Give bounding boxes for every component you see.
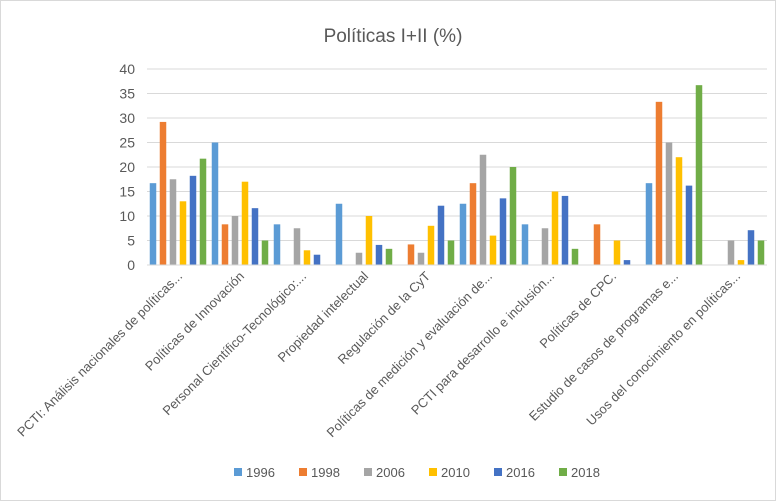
bar-1998-2 [221,224,229,265]
bar-2018-7 [571,248,579,265]
legend-swatch-2018 [559,468,567,476]
bar-2010-10 [737,260,745,265]
bar-2016-1 [189,175,197,265]
legend-swatch-1998 [299,468,307,476]
bars [149,85,765,265]
legend-swatch-2006 [364,468,372,476]
bar-2006-3 [293,228,301,265]
y-tick-label-10: 10 [119,208,135,224]
bar-1996-1 [149,183,157,265]
y-tick-label-40: 40 [119,61,135,77]
bar-1998-6 [469,183,477,265]
y-tick-label-35: 35 [119,86,135,102]
legend-swatch-2010 [429,468,437,476]
bar-2006-6 [479,154,487,265]
bar-1998-1 [159,121,167,265]
bar-1998-8 [593,224,601,265]
bar-2010-6 [489,235,497,265]
bar-1996-2 [211,142,219,265]
bar-2018-9 [695,85,703,265]
bar-1998-9 [655,101,663,265]
bar-2018-10 [757,240,765,265]
bar-1996-3 [273,224,281,265]
y-tick-label-25: 25 [119,135,135,151]
bar-2006-1 [169,179,177,265]
legend-label-2006: 2006 [376,465,405,480]
y-tick-label-0: 0 [127,257,135,273]
x-axis-labels: PCTI: Análisis nacionales de políticas..… [14,268,743,440]
chart-title: Políticas I+II (%) [324,26,463,47]
legend-label-2016: 2016 [506,465,535,480]
y-tick-label-20: 20 [119,159,135,175]
legend-label-2018: 2018 [571,465,600,480]
bar-2016-4 [375,244,383,265]
bar-2010-5 [427,225,435,265]
bar-2018-2 [261,240,269,265]
gridlines [147,68,767,241]
bar-2010-1 [179,201,187,265]
bar-2006-7 [541,228,549,265]
bar-2016-3 [313,254,321,265]
legend-label-2010: 2010 [441,465,470,480]
bar-1996-4 [335,203,343,265]
bar-2010-9 [675,157,683,265]
bar-2010-7 [551,191,559,265]
y-tick-label-30: 30 [119,110,135,126]
bar-2016-10 [747,230,755,265]
bar-2010-4 [365,216,373,265]
bar-2006-10 [727,240,735,265]
bar-1996-6 [459,203,467,265]
y-tick-label-15: 15 [119,184,135,200]
bar-2018-5 [447,240,455,265]
legend-swatch-1996 [234,468,242,476]
bar-2016-7 [561,195,569,265]
bar-2016-5 [437,205,445,265]
bar-1998-5 [407,244,415,265]
bar-2018-4 [385,248,393,265]
y-axis-ticks: 0 5 10 15 20 25 30 35 40 [119,61,135,273]
bar-2006-4 [355,252,363,265]
bar-2018-6 [509,167,517,265]
bar-2018-1 [199,158,207,265]
bar-2006-2 [231,216,239,265]
y-tick-label-5: 5 [127,233,135,249]
legend-swatch-2016 [494,468,502,476]
bar-2016-9 [685,185,693,265]
bar-2010-8 [613,240,621,265]
bar-1996-7 [521,224,529,265]
bar-2016-2 [251,208,259,265]
bar-2016-8 [623,260,631,265]
bar-2016-6 [499,198,507,265]
bar-2010-2 [241,181,249,265]
bar-2006-9 [665,142,673,265]
legend-label-1998: 1998 [311,465,340,480]
bar-1996-9 [645,183,653,265]
bar-2010-3 [303,250,311,265]
legend: 1996 1998 2006 2010 2016 2018 [234,465,600,480]
legend-label-1996: 1996 [246,465,275,480]
bar-2006-5 [417,252,425,265]
